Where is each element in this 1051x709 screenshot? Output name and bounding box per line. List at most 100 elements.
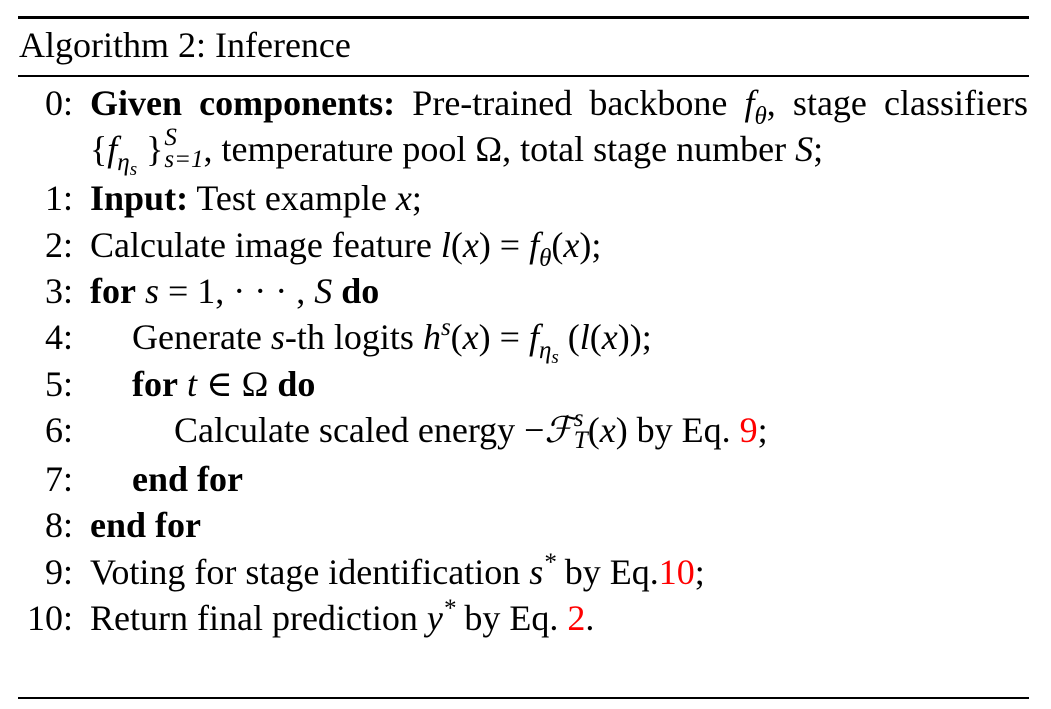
math-symbol: y [426,598,443,639]
text [178,364,187,404]
algorithm-line: 4: Generate s-th logits hs(x) = fηs (l(x)… [0,314,1051,367]
math-symbol: x [599,410,616,451]
text: Calculate image feature [90,224,441,265]
line-number: 5: [44,363,73,404]
line-text: Calculate scaled energy −ℱ s T (x) by Eq. 9… [90,404,1028,456]
text: Calculate scaled energy − [174,410,545,451]
math-superscript: * [543,548,556,576]
line-text: for t ∈ Ω do [90,361,1028,407]
math-symbol: f [528,317,539,358]
line-number: 7: [44,458,73,499]
math-symbol: s [529,551,544,592]
equation-ref-link[interactable]: 9 [739,410,758,451]
text [136,271,145,311]
text: , total stage number [502,129,796,170]
line-text: Voting for stage identification s* by Eq… [90,549,1028,595]
algorithm-title: Algorithm 2: Inference [19,25,351,65]
math-subscript: θ [539,244,552,272]
text: = 1, · · · , [158,270,315,311]
text: ); [579,224,602,265]
text: Generate [132,317,271,358]
algorithm-line: 3: for s = 1, · · · , S do [0,268,1051,314]
line-text: end for [90,502,1028,548]
math-symbol: x [462,224,479,265]
algorithm-line: 1: Input: Test example x; [0,175,1051,221]
math-subscript: η [538,337,552,365]
line-text: Input: Test example x; [90,175,1028,221]
line-number: 9: [44,551,73,592]
text: Pre-trained backbone [395,83,745,123]
text: ; [813,129,824,170]
line-text: Return final prediction y* by Eq. 2. [90,595,1028,641]
math-symbol: f [529,224,540,265]
keyword: do [341,270,380,311]
math-sub: s=1 [164,146,204,174]
equation-ref-link[interactable]: 10 [658,551,695,592]
line-text: Generate s-th logits hs(x) = fηs (l(x)); [90,314,1028,367]
math-superscript: * [442,595,456,623]
math-symbol: s [270,317,285,358]
line-number: 0: [44,83,73,123]
text: Voting for stage identification [90,551,530,592]
header-rule [18,75,1029,77]
math-symbol: t [186,363,197,404]
algorithm-line: 9: Voting for stage identification s* by … [0,549,1051,595]
algorithm-body: 0: Given components: Pre-trained backbone… [0,80,1051,642]
math-symbol: S [795,129,814,170]
text: ) = [478,317,529,358]
text: by Eq. [555,551,659,592]
top-rule [18,16,1029,19]
line-number: 8: [44,505,73,546]
text: ∈ Ω [196,363,278,404]
math-sup: S [164,124,177,152]
math-symbol: s [144,270,159,311]
equation-ref-link[interactable]: 2 [567,598,586,639]
keyword: for [132,363,178,404]
line-number: 2: [44,224,73,265]
line-number: 4: [44,317,73,358]
text: by Eq. [455,598,568,639]
algorithm-line: 0: Given components: Pre-trained backbone… [0,80,1051,179]
text: ) = [478,224,530,265]
keyword: end for [132,458,243,499]
text: ; [757,410,768,451]
bottom-rule [18,697,1029,699]
math-subscript: s [551,347,559,369]
algorithm-line: 6: Calculate scaled energy −ℱ s T (x) by Eq.… [0,404,1051,456]
algorithm-line: 10: Return final prediction y* by Eq. 2. [0,595,1051,641]
math-symbol: f [107,129,118,170]
text: ; [694,551,705,592]
math-symbol: x [462,317,479,358]
math-symbol: ℱ [544,410,573,451]
math-subscript: θ [754,103,767,130]
text: )); [617,317,652,358]
text: , temperature pool [203,129,476,170]
text: ) by Eq. [615,410,740,451]
algorithm-line: 8: end for [0,502,1051,548]
line-number: 3: [44,270,73,311]
line-number: 6: [44,410,73,451]
keyword: do [277,363,316,404]
keyword: Given components: [90,83,396,123]
math-sub: T [573,426,588,454]
text: Test example [188,178,396,219]
text: } [137,129,164,170]
math-symbol: x [395,178,412,219]
math-sup: s [573,404,584,432]
math-symbol: l [579,317,590,358]
text: Return final prediction [90,598,427,639]
line-text: end for [90,456,1028,502]
line-text: for s = 1, · · · , S do [90,268,1028,314]
keyword: end for [90,505,201,546]
text [332,271,341,311]
math-subscript: s [129,159,138,181]
math-symbol: l [440,224,451,265]
keyword: for [90,270,136,311]
line-text: Given components: Pre-trained backbone f… [90,80,1028,179]
line-number: 10: [26,598,73,639]
text: ( [450,224,463,265]
line-number: 1: [44,178,73,219]
text: -th logits [284,317,423,358]
